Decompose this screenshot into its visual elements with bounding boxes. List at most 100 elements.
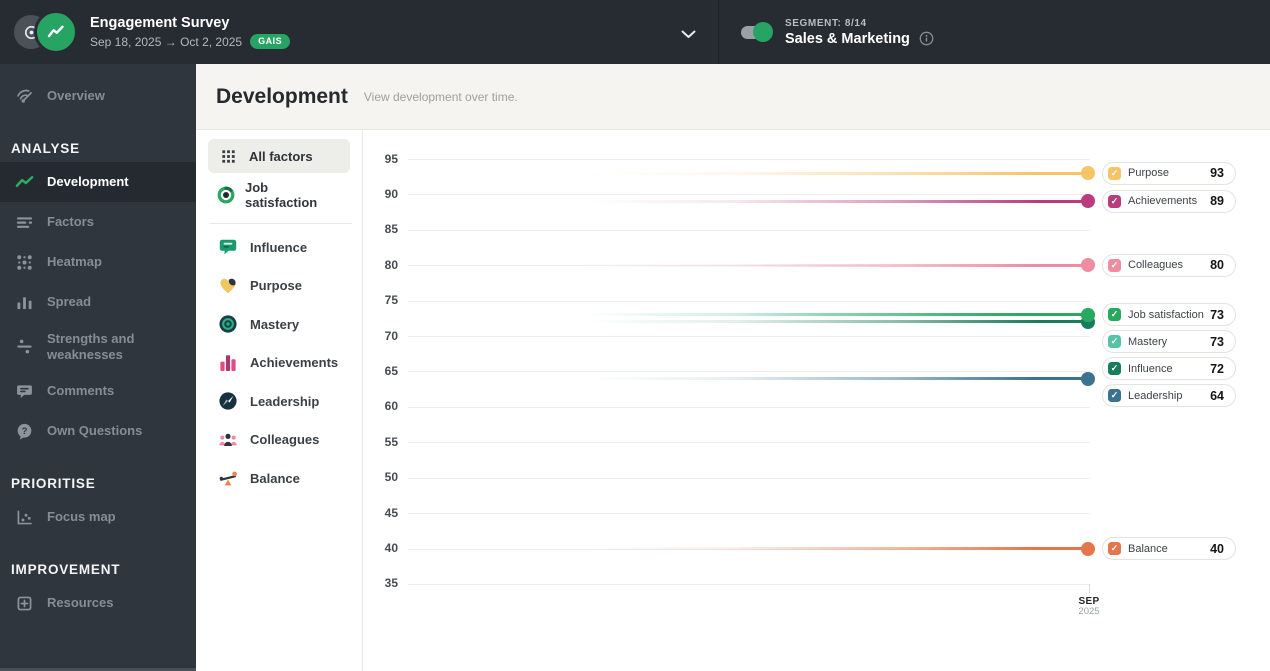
sidebar-item-label: Spread xyxy=(47,294,92,310)
focus-map-icon xyxy=(14,508,34,527)
legend-value: 80 xyxy=(1210,258,1224,273)
legend-label: Purpose xyxy=(1128,167,1169,180)
topbar: Engagement Survey Sep 18, 2025 → Oct 2, … xyxy=(0,0,1270,64)
factor-label: Influence xyxy=(250,239,308,255)
svg-text:?: ? xyxy=(21,426,27,437)
segment-toggle[interactable] xyxy=(741,22,773,42)
series-dot-leadership[interactable] xyxy=(1081,371,1095,386)
gridline xyxy=(408,583,1090,585)
legend-item-purpose: ✓ Purpose 93 xyxy=(1102,161,1236,185)
series-line-colleagues xyxy=(585,263,1088,267)
filter-factor-purpose[interactable]: Purpose xyxy=(196,267,362,306)
segment-controls: SEGMENT: 8/14 Sales & Marketing xyxy=(719,0,934,64)
sidebar-item-resources[interactable]: Resources xyxy=(0,583,196,623)
strengths-icon xyxy=(14,337,34,356)
gridline xyxy=(408,229,1090,231)
legend-item-influence: ✓ Influence 72 xyxy=(1102,357,1236,381)
x-tick-month: SEP xyxy=(1078,595,1100,607)
factor-label: Mastery xyxy=(250,316,300,332)
sidebar-item-label: Own Questions xyxy=(47,423,143,439)
legend-item-mastery: ✓ Mastery 73 xyxy=(1102,330,1236,354)
survey-title: Engagement Survey xyxy=(90,15,230,31)
y-axis-tick: 65 xyxy=(384,363,398,378)
series-dot-colleagues[interactable] xyxy=(1081,258,1095,273)
app-logo xyxy=(14,10,78,54)
filter-factor-leadership[interactable]: Leadership xyxy=(196,382,362,421)
y-axis-tick: 45 xyxy=(384,505,398,520)
filter-factor-achievements[interactable]: Achievements xyxy=(196,344,362,383)
legend-value: 93 xyxy=(1210,166,1224,181)
sidebar-item-label: Development xyxy=(47,174,129,190)
sidebar-item-heatmap[interactable]: Heatmap xyxy=(0,242,196,282)
legend-checkbox-leadership[interactable]: ✓ xyxy=(1108,389,1121,403)
legend-checkbox-influence[interactable]: ✓ xyxy=(1108,362,1121,376)
all-factors-button[interactable]: All factors xyxy=(208,139,350,173)
y-axis-tick: 95 xyxy=(384,151,398,166)
spread-icon xyxy=(14,293,34,312)
grid-icon xyxy=(218,149,238,164)
sidebar: Overview ANALYSE Development Factors Heatmap… xyxy=(0,64,196,671)
sidebar-item-overview[interactable]: Overview xyxy=(0,76,196,116)
sidebar-item-comments[interactable]: Comments xyxy=(0,371,196,411)
overview-icon xyxy=(14,87,34,106)
series-line-achievements xyxy=(585,199,1088,203)
survey-selector[interactable]: Engagement Survey Sep 18, 2025 → Oct 2, … xyxy=(0,0,718,64)
series-line-influence xyxy=(585,320,1088,324)
filter-factor-colleagues[interactable]: Colleagues xyxy=(196,421,362,460)
y-axis-tick: 55 xyxy=(384,434,398,449)
page-subtitle: View development over time. xyxy=(363,89,518,104)
gridline xyxy=(408,442,1090,444)
legend-checkbox-mastery[interactable]: ✓ xyxy=(1108,335,1121,349)
development-chart: 95 90 85 80 75 70 65 60 55 50 45 40 35 SEP 2025 ✓ Purpos… xyxy=(363,130,1270,671)
gridline xyxy=(408,406,1090,408)
sidebar-item-label: Focus map xyxy=(47,509,116,525)
sidebar-item-focus-map[interactable]: Focus map xyxy=(0,497,196,537)
legend-label: Leadership xyxy=(1128,389,1183,402)
filter-factor-influence[interactable]: Influence xyxy=(196,228,362,267)
sidebar-item-strengths-and-weaknesses[interactable]: Strengths and weaknesses xyxy=(0,322,196,371)
page-header: Development View development over time. xyxy=(196,64,1270,130)
legend-checkbox-job-satisfaction[interactable]: ✓ xyxy=(1108,308,1121,322)
legend-label: Job satisfaction xyxy=(1128,308,1204,321)
chevron-down-icon[interactable] xyxy=(681,26,696,44)
legend-label: Balance xyxy=(1128,542,1168,555)
legend-label: Mastery xyxy=(1128,335,1168,348)
balance-icon xyxy=(218,468,238,488)
survey-gais-badge: GAIS xyxy=(250,34,291,49)
sidebar-item-label: Factors xyxy=(47,214,94,230)
info-icon[interactable] xyxy=(919,31,934,46)
legend-checkbox-colleagues[interactable]: ✓ xyxy=(1108,258,1121,272)
survey-date-range: Sep 18, 2025 → Oct 2, 2025 xyxy=(90,34,243,49)
topbar-divider xyxy=(718,0,719,64)
filter-factor-balance[interactable]: Balance xyxy=(196,459,362,498)
sidebar-item-spread[interactable]: Spread xyxy=(0,282,196,322)
legend-item-colleagues: ✓ Colleagues 80 xyxy=(1102,253,1236,277)
sidebar-item-label: Overview xyxy=(47,88,105,104)
factor-label: Colleagues xyxy=(250,432,320,448)
segment-label: SEGMENT: 8/14 xyxy=(785,17,867,29)
factor-label: Purpose xyxy=(250,278,303,294)
sidebar-item-development[interactable]: Development xyxy=(0,162,196,202)
legend-value: 72 xyxy=(1210,361,1224,376)
sidebar-item-factors[interactable]: Factors xyxy=(0,202,196,242)
factor-label: Achievements xyxy=(250,355,339,371)
legend-checkbox-purpose[interactable]: ✓ xyxy=(1108,166,1121,180)
series-line-purpose xyxy=(585,171,1088,175)
series-dot-job-satisfaction[interactable] xyxy=(1081,307,1095,322)
gridline xyxy=(408,194,1090,196)
job-satisfaction-label: Job satisfaction xyxy=(245,180,318,210)
y-axis-tick: 35 xyxy=(384,576,398,591)
sidebar-section-prioritise: PRIORITISE xyxy=(11,476,96,492)
filter-factor-mastery[interactable]: Mastery xyxy=(196,305,362,344)
sidebar-scrollbar[interactable] xyxy=(0,668,196,671)
panel-divider xyxy=(210,223,352,224)
legend-checkbox-balance[interactable]: ✓ xyxy=(1108,542,1121,556)
legend-checkbox-achievements[interactable]: ✓ xyxy=(1108,194,1121,208)
series-dot-purpose[interactable] xyxy=(1081,166,1095,181)
sidebar-item-own-questions[interactable]: ? Own Questions xyxy=(0,411,196,451)
filter-job-satisfaction[interactable]: Job satisfaction xyxy=(208,178,350,212)
series-dot-achievements[interactable] xyxy=(1081,194,1095,209)
legend-item-leadership: ✓ Leadership 64 xyxy=(1102,384,1236,408)
legend-label: Colleagues xyxy=(1128,259,1184,272)
series-dot-balance[interactable] xyxy=(1081,541,1095,556)
